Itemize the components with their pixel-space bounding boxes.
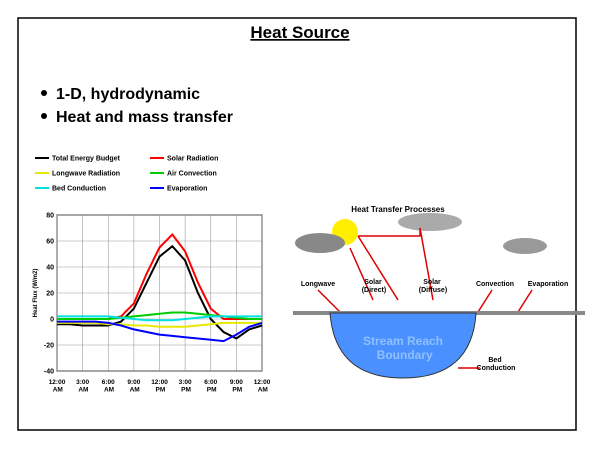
x-tick-label: 9:00 AM xyxy=(127,379,140,393)
y-tick-label: 40 xyxy=(46,265,54,272)
cloud xyxy=(503,238,547,254)
y-tick-label: -40 xyxy=(44,369,54,376)
legend-label: Solar Radiation xyxy=(167,156,218,163)
legend-label: Evaporation xyxy=(167,186,207,193)
legend-label: Air Convection xyxy=(167,171,217,178)
cloud xyxy=(295,233,345,253)
y-tick-label: 80 xyxy=(46,213,54,220)
y-tick-label: 60 xyxy=(46,239,54,246)
y-tick-label: 0 xyxy=(50,317,54,324)
y-tick-label: 20 xyxy=(46,291,54,298)
process-label: Convection xyxy=(476,281,514,288)
legend-label: Bed Conduction xyxy=(52,186,106,193)
cloud xyxy=(398,213,462,231)
bullet: Heat and mass transfer xyxy=(56,109,233,126)
y-tick-label: -20 xyxy=(44,343,54,350)
x-tick-label: 6:00 PM xyxy=(204,379,217,393)
slide: Heat Source 1-D, hydrodynamic Heat and m… xyxy=(0,0,594,447)
bullet-dot xyxy=(41,113,47,119)
x-tick-label: 3:00 PM xyxy=(179,379,192,393)
process-label: Evaporation xyxy=(528,281,568,288)
legend-label: Total Energy Budget xyxy=(52,156,121,163)
bullet-dot xyxy=(41,90,47,96)
process-label: Longwave xyxy=(301,281,335,288)
x-tick-label: 9:00 PM xyxy=(230,379,243,393)
slide-title: Heat Source xyxy=(250,23,349,42)
y-axis-label: Heat Flux (W/m2) xyxy=(33,269,39,318)
x-tick-label: 3:00 AM xyxy=(76,379,89,393)
diagram-title: Heat Transfer Processes xyxy=(351,205,445,214)
bullet: 1-D, hydrodynamic xyxy=(56,86,200,103)
stream-label: Stream Reach Boundary xyxy=(363,334,443,362)
legend-label: Longwave Radiation xyxy=(52,171,120,178)
x-tick-label: 6:00 AM xyxy=(102,379,115,393)
